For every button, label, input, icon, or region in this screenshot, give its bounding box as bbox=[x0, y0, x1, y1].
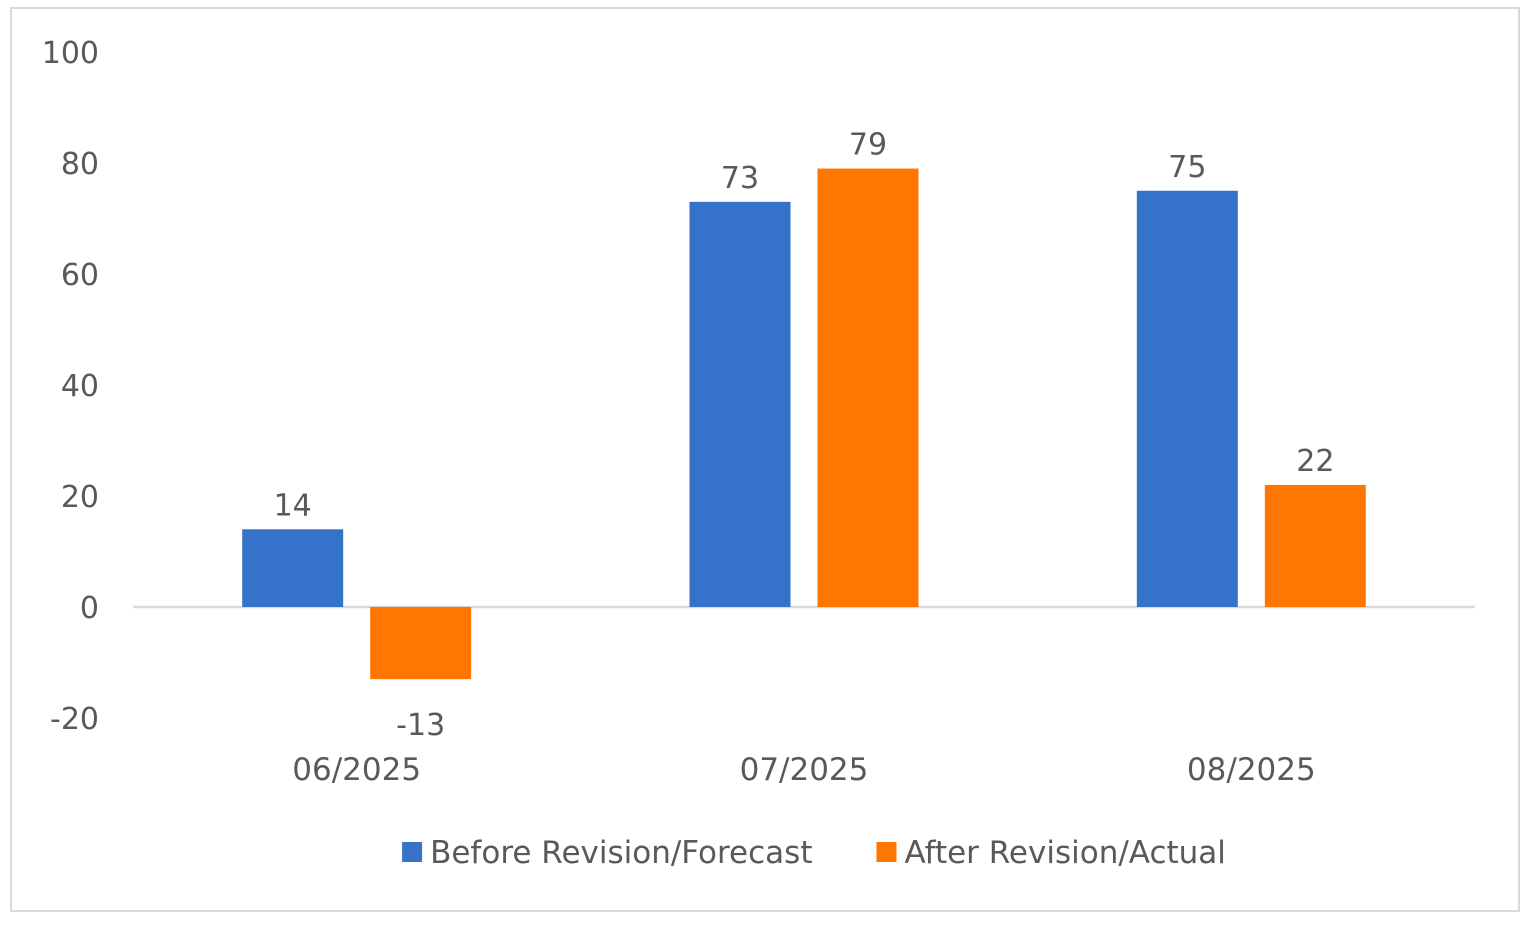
y-axis: 100 80 60 40 20 0 -20 bbox=[42, 36, 99, 737]
x-category-label: 06/2025 bbox=[292, 752, 421, 788]
legend-label-before-revision: Before Revision/Forecast bbox=[430, 835, 812, 871]
y-tick-label: 80 bbox=[61, 147, 99, 182]
y-tick-label: 40 bbox=[61, 369, 99, 404]
x-category-label: 07/2025 bbox=[740, 752, 869, 788]
bar-before-revision-07-2025 bbox=[689, 201, 791, 607]
y-tick-label: 60 bbox=[61, 258, 99, 293]
data-label: 22 bbox=[1296, 444, 1334, 479]
data-label: -13 bbox=[396, 708, 445, 743]
data-label: 73 bbox=[721, 161, 759, 196]
legend-swatch-after-revision bbox=[876, 842, 897, 862]
data-label: 14 bbox=[274, 488, 312, 523]
bar-after-revision-06-2025 bbox=[370, 607, 472, 680]
data-label: 79 bbox=[849, 128, 887, 163]
bars bbox=[242, 168, 1366, 680]
y-tick-label: 0 bbox=[80, 591, 99, 626]
bar-after-revision-08-2025 bbox=[1264, 484, 1366, 607]
y-tick-label: -20 bbox=[50, 702, 99, 737]
data-labels: 14 -13 73 79 75 22 bbox=[274, 128, 1335, 744]
legend-label-after-revision: After Revision/Actual bbox=[904, 835, 1225, 871]
y-tick-label: 20 bbox=[61, 480, 99, 515]
bar-before-revision-06-2025 bbox=[242, 529, 344, 607]
legend: Before Revision/Forecast After Revision/A… bbox=[402, 835, 1226, 871]
x-axis: 06/2025 07/2025 08/2025 bbox=[292, 752, 1315, 788]
data-label: 75 bbox=[1168, 150, 1206, 185]
x-category-label: 08/2025 bbox=[1187, 752, 1316, 788]
legend-swatch-before-revision bbox=[402, 842, 423, 862]
bar-after-revision-07-2025 bbox=[817, 168, 919, 608]
y-tick-label: 100 bbox=[42, 36, 99, 71]
bar-before-revision-08-2025 bbox=[1136, 190, 1238, 607]
